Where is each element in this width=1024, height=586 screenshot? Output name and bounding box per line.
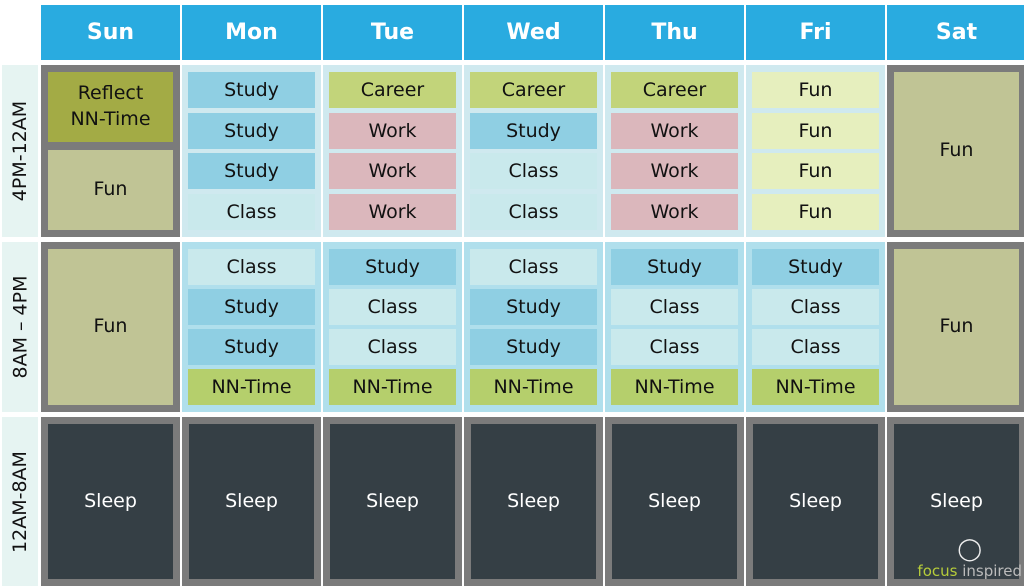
sleep-label: Sleep — [366, 489, 419, 512]
activity-nn[interactable]: NN-Time — [611, 369, 738, 405]
activity-class[interactable]: Class — [611, 289, 738, 325]
activity-study[interactable]: Study — [188, 112, 315, 149]
schedule-cell-sleep-thu: Sleep — [605, 417, 744, 586]
activity-study[interactable]: Study — [470, 329, 597, 365]
schedule-cell-sun: Reflect NN-Time Fun — [41, 65, 180, 237]
activity-study[interactable]: Study — [611, 249, 738, 285]
activity-study[interactable]: Study — [188, 72, 315, 108]
schedule-cell-sat: Fun — [887, 65, 1024, 237]
activity-funblock[interactable]: Fun — [894, 249, 1019, 405]
schedule-cell-fri: Study Class Class NN-Time — [746, 242, 885, 412]
schedule-cell-sat: Fun — [887, 242, 1024, 412]
activity-work[interactable]: Work — [329, 112, 456, 149]
activity-class[interactable]: Class — [752, 289, 879, 325]
activity-fun[interactable]: Fun — [752, 193, 879, 230]
activity-sleep[interactable]: Sleep — [471, 424, 596, 579]
sleep-label: Sleep — [789, 489, 842, 512]
activity-nn[interactable]: NN-Time — [188, 369, 315, 405]
schedule-cell-sleep-mon: Sleep — [182, 417, 321, 586]
schedule-cell-sleep-fri: Sleep — [746, 417, 885, 586]
day-header-fri: Fri — [746, 5, 885, 60]
activity-class[interactable]: Class — [752, 329, 879, 365]
activity-class[interactable]: Class — [470, 153, 597, 190]
activity-fun[interactable]: Fun — [752, 112, 879, 149]
day-header-mon: Mon — [182, 5, 321, 60]
activity-class[interactable]: Class — [329, 329, 456, 365]
schedule-cell-wed: Class Study Study NN-Time — [464, 242, 603, 412]
activity-fun[interactable]: Fun — [752, 153, 879, 190]
sleep-label: Sleep — [648, 489, 701, 512]
time-band-text: 12AM-8AM — [9, 450, 31, 553]
time-band-label: 12AM-8AM — [2, 417, 38, 586]
activity-nn[interactable]: NN-Time — [470, 369, 597, 405]
day-header-tue: Tue — [323, 5, 462, 60]
day-header-thu: Thu — [605, 5, 744, 60]
activity-study[interactable]: Study — [470, 112, 597, 149]
day-header-sat: Sat — [887, 5, 1024, 60]
time-band-label: 4PM-12AM — [2, 65, 38, 237]
activity-funblock[interactable]: Fun — [48, 249, 173, 405]
activity-class[interactable]: Class — [611, 329, 738, 365]
day-header-sun: Sun — [41, 5, 180, 60]
sleep-label: Sleep — [84, 489, 137, 512]
lightbulb-icon: ◯ — [957, 537, 983, 562]
schedule-cell-mon: Study Study Study Class — [182, 65, 321, 237]
time-band-text: 4PM-12AM — [9, 100, 31, 202]
activity-study[interactable]: Study — [752, 249, 879, 285]
activity-class[interactable]: Class — [470, 249, 597, 285]
logo-text-inspired: inspired — [962, 562, 1022, 580]
activity-funblock[interactable]: Fun — [894, 72, 1019, 230]
schedule-cell-thu: Career Work Work Work — [605, 65, 744, 237]
time-band-label: 8AM – 4PM — [2, 242, 38, 412]
activity-career[interactable]: Career — [470, 72, 597, 108]
schedule-cell-sleep-sun: Sleep — [41, 417, 180, 586]
activity-sleep[interactable]: Sleep — [48, 424, 173, 579]
activity-class[interactable]: Class — [188, 249, 315, 285]
activity-work[interactable]: Work — [329, 193, 456, 230]
sleep-label: Sleep — [507, 489, 560, 512]
activity-class[interactable]: Class — [329, 289, 456, 325]
activity-work[interactable]: Work — [611, 153, 738, 190]
activity-reflect[interactable]: Reflect NN-Time — [48, 72, 173, 142]
sleep-label: Sleep — [930, 489, 983, 512]
activity-work[interactable]: Work — [611, 193, 738, 230]
activity-sleep[interactable]: Sleep — [894, 424, 1019, 579]
activity-study[interactable]: Study — [188, 289, 315, 325]
activity-study[interactable]: Study — [188, 153, 315, 190]
schedule-cell-mon: Class Study Study NN-Time — [182, 242, 321, 412]
activity-nn[interactable]: NN-Time — [329, 369, 456, 405]
activity-career[interactable]: Career — [611, 72, 738, 108]
schedule-cell-sleep-wed: Sleep — [464, 417, 603, 586]
activity-work[interactable]: Work — [611, 112, 738, 149]
schedule-cell-wed: Career Study Class Class — [464, 65, 603, 237]
activity-work[interactable]: Work — [329, 153, 456, 190]
activity-class[interactable]: Class — [188, 193, 315, 230]
activity-nn[interactable]: NN-Time — [752, 369, 879, 405]
activity-study[interactable]: Study — [329, 249, 456, 285]
activity-study[interactable]: Study — [470, 289, 597, 325]
focus-inspired-logo: ◯ focus inspired — [917, 537, 1022, 580]
schedule-cell-tue: Study Class Class NN-Time — [323, 242, 462, 412]
activity-sleep[interactable]: Sleep — [612, 424, 737, 579]
activity-sleep[interactable]: Sleep — [330, 424, 455, 579]
schedule-cell-sun: Fun — [41, 242, 180, 412]
sleep-label: Sleep — [225, 489, 278, 512]
day-header-wed: Wed — [464, 5, 603, 60]
activity-fun[interactable]: Fun — [752, 72, 879, 108]
schedule-cell-fri: Fun Fun Fun Fun — [746, 65, 885, 237]
activity-study[interactable]: Study — [188, 329, 315, 365]
activity-sleep[interactable]: Sleep — [189, 424, 314, 579]
activity-class[interactable]: Class — [470, 193, 597, 230]
schedule-cell-sleep-tue: Sleep — [323, 417, 462, 586]
activity-sleep[interactable]: Sleep — [753, 424, 878, 579]
schedule-cell-sleep-sat: Sleep — [887, 417, 1024, 586]
logo-text-focus: focus — [917, 562, 958, 580]
activity-career[interactable]: Career — [329, 72, 456, 108]
activity-funblock[interactable]: Fun — [48, 150, 173, 230]
schedule-cell-thu: Study Class Class NN-Time — [605, 242, 744, 412]
schedule-cell-tue: Career Work Work Work — [323, 65, 462, 237]
time-band-text: 8AM – 4PM — [9, 275, 31, 379]
